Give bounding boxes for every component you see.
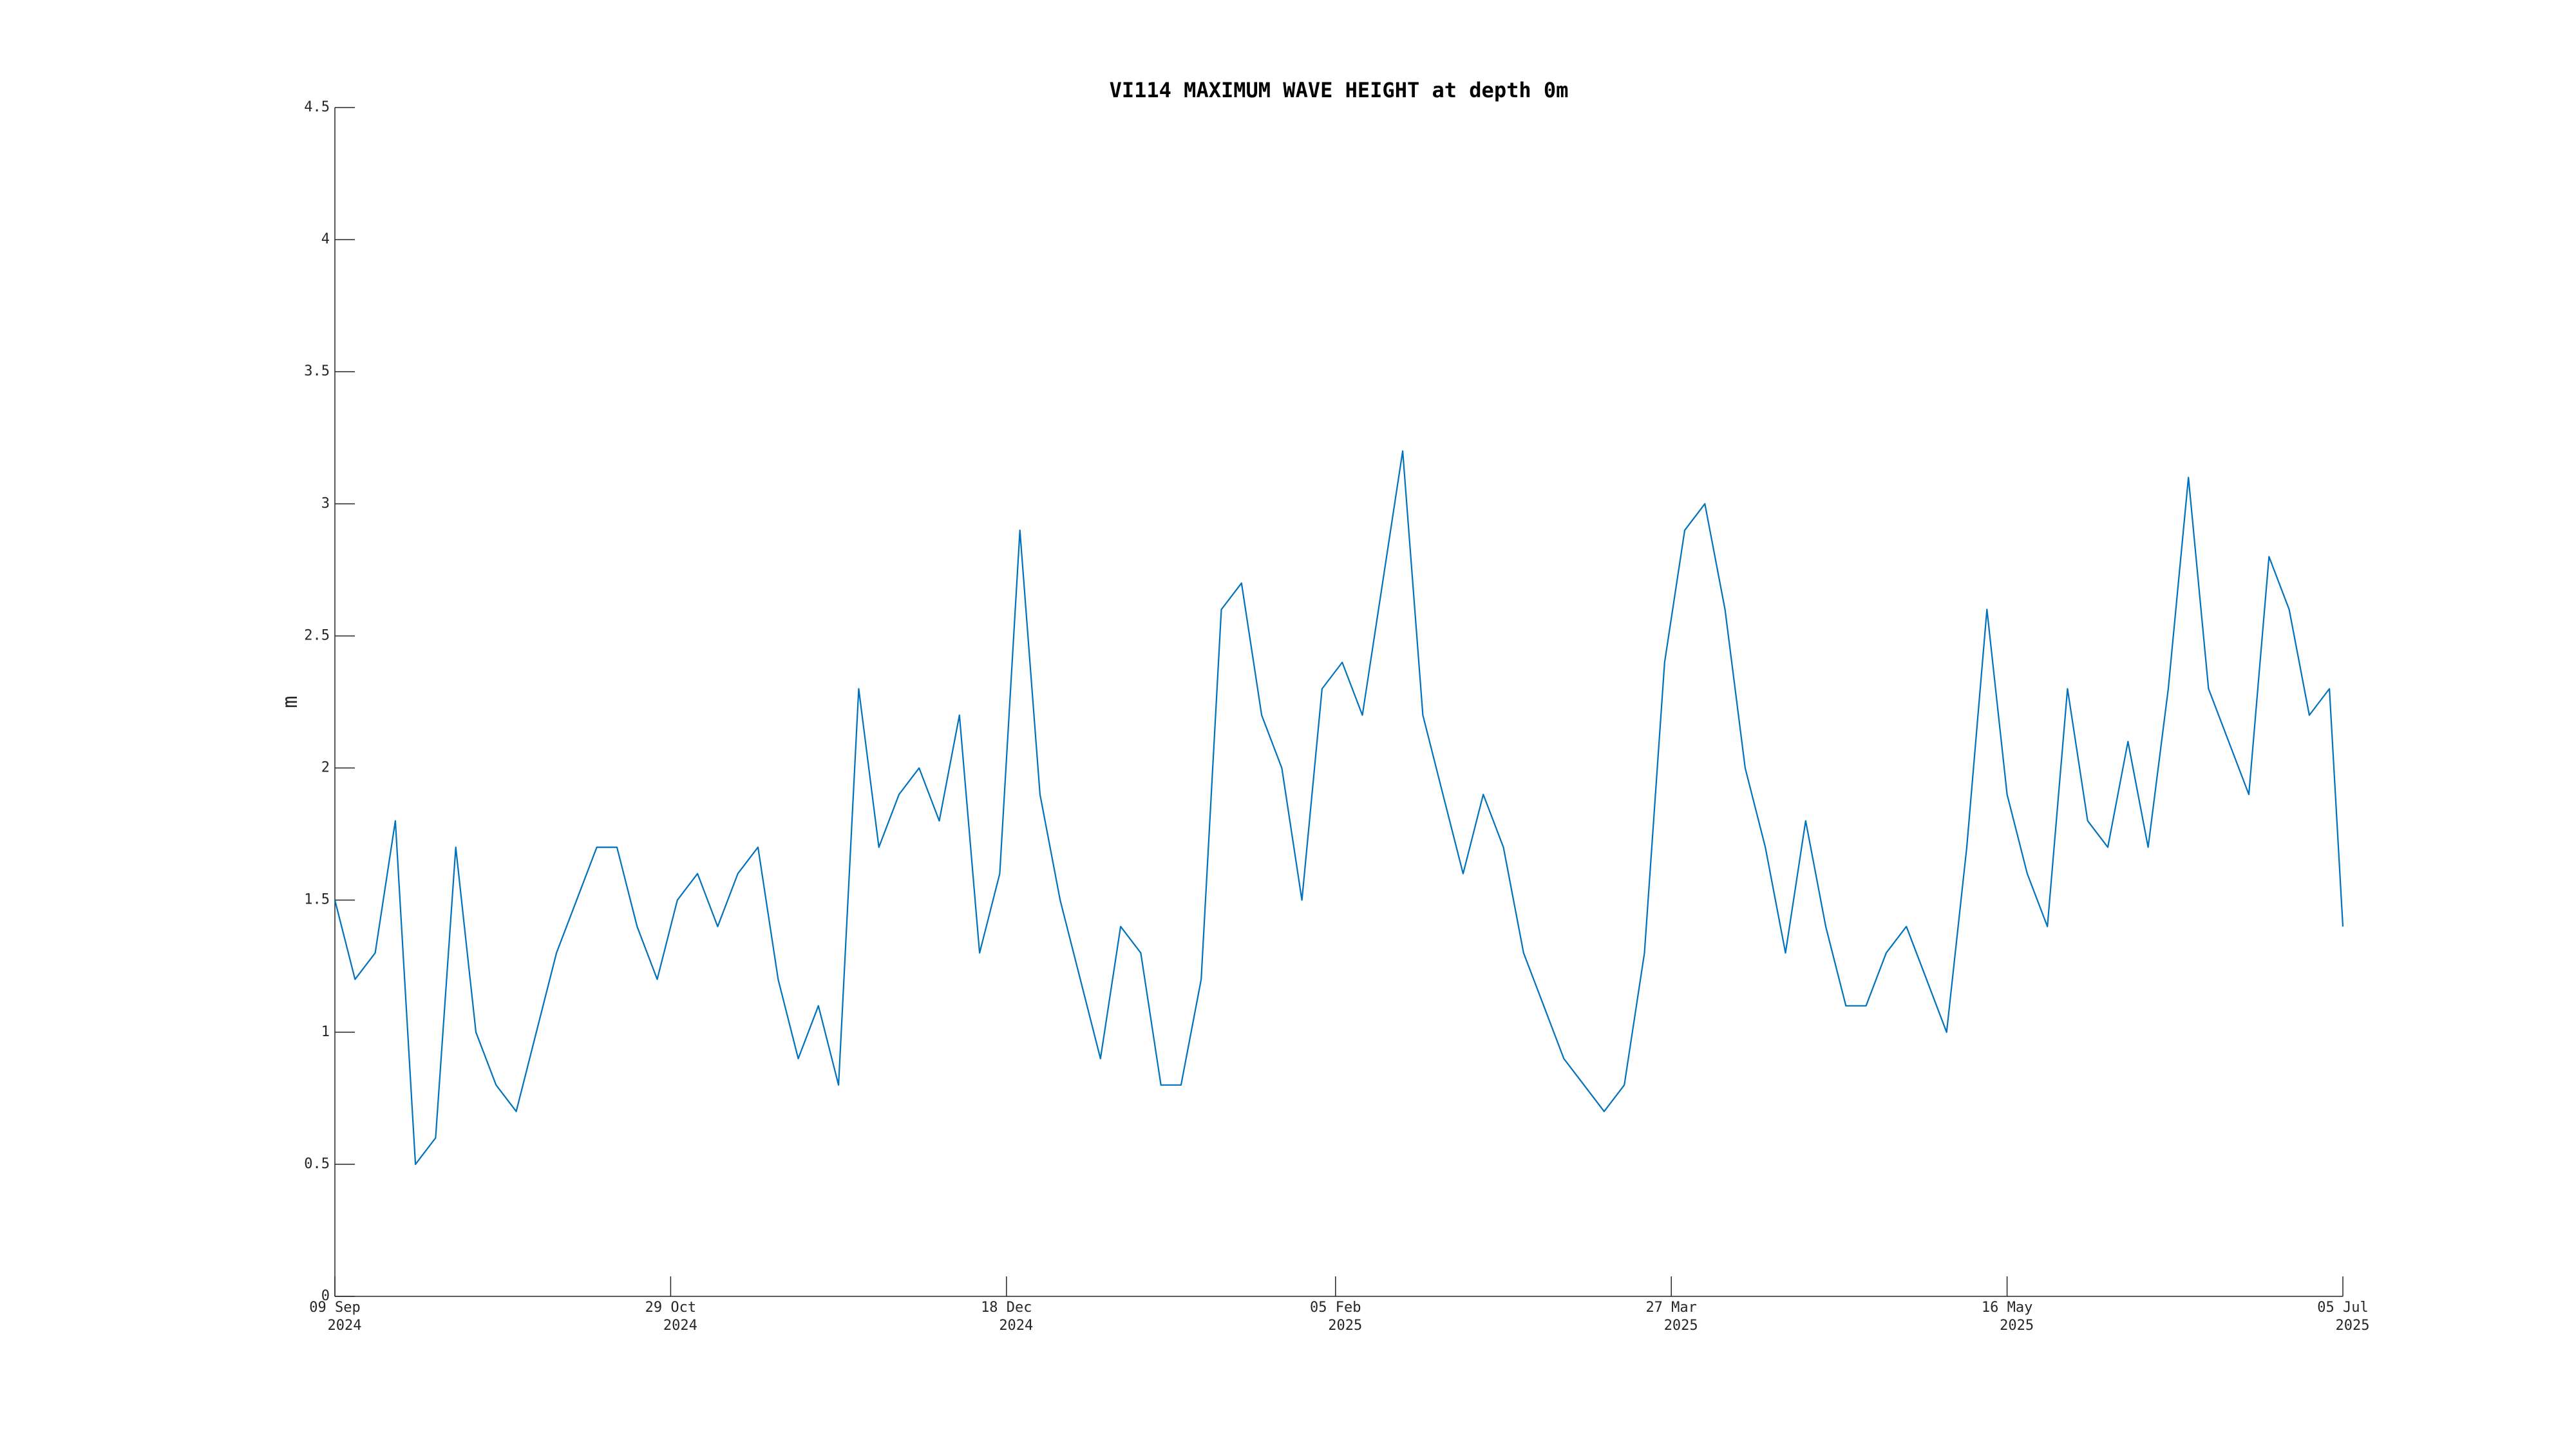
x-tick-label: 2025 [2000, 1318, 2034, 1334]
y-tick-label: 1.5 [304, 892, 330, 908]
x-tick-label: 29 Oct [645, 1300, 696, 1316]
x-tick-label: 2024 [999, 1318, 1033, 1334]
x-tick-label: 16 May [1982, 1300, 2032, 1316]
y-tick-label: 3 [321, 495, 330, 511]
chart-title: VI114 MAXIMUM WAVE HEIGHT at depth 0m [1110, 78, 1569, 102]
x-tick-label: 2025 [1328, 1318, 1362, 1334]
y-tick-label: 4.5 [304, 99, 330, 115]
y-tick-label: 1 [321, 1024, 330, 1040]
y-tick-label: 3.5 [304, 363, 330, 379]
x-tick-label: 2024 [328, 1318, 362, 1334]
y-tick-label: 2.5 [304, 627, 330, 643]
y-tick-label: 0 [321, 1288, 330, 1304]
y-tick-label: 4 [321, 231, 330, 247]
x-tick-label: 27 Mar [1645, 1300, 1696, 1316]
x-tick-label: 2025 [1664, 1318, 1698, 1334]
y-tick-label: 0.5 [304, 1156, 330, 1172]
data-line [334, 450, 2344, 1166]
y-axis-label: m [278, 696, 302, 708]
x-tick-label: 09 Sep [309, 1300, 360, 1316]
x-tick-label: 05 Jul [2317, 1300, 2368, 1316]
x-tick-label: 18 Dec [981, 1300, 1032, 1316]
x-tick-label: 2024 [663, 1318, 697, 1334]
y-tick-label: 2 [321, 760, 330, 776]
x-tick-label: 2025 [2336, 1318, 2370, 1334]
x-tick-label: 05 Feb [1310, 1300, 1361, 1316]
